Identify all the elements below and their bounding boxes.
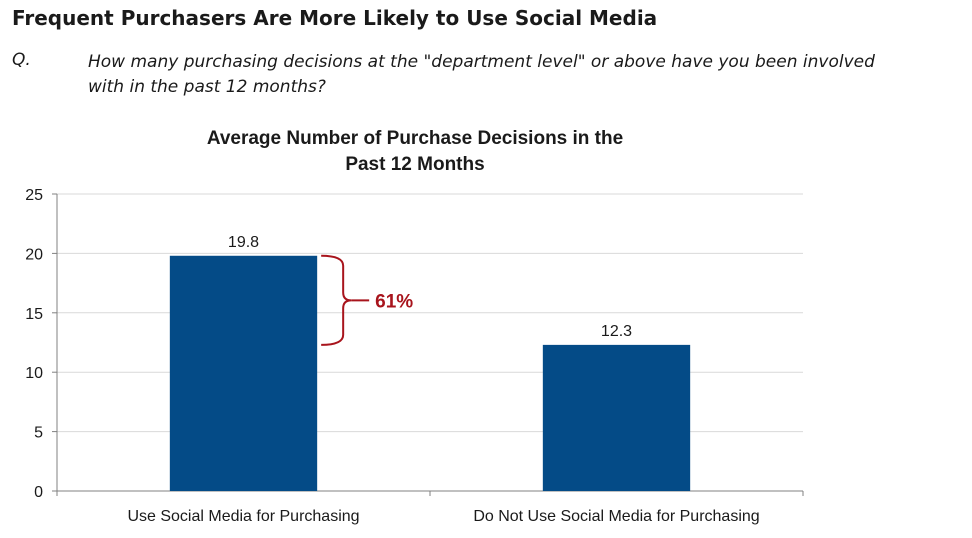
annotation-label: 61% [375, 291, 413, 312]
x-tick-label: Use Social Media for Purchasing [127, 508, 359, 525]
annotation-bracket [321, 254, 352, 346]
question-label: Q. [12, 50, 31, 70]
chart-title: Average Number of Purchase Decisions in … [140, 126, 690, 178]
chart-title-line-1: Average Number of Purchase Decisions in … [206, 128, 624, 149]
data-label: 19.8 [228, 234, 259, 251]
y-tick-label: 20 [25, 246, 43, 263]
bar [169, 255, 318, 491]
y-tick-label: 25 [25, 187, 43, 204]
question-line-2: with in the past 12 months? [88, 77, 326, 97]
slide-title: Frequent Purchasers Are More Likely to U… [12, 6, 658, 30]
bar [542, 344, 691, 491]
chart-title-line-2: Past 12 Months [345, 154, 485, 175]
y-tick-label: 5 [34, 425, 43, 442]
y-tick-label: 10 [25, 365, 43, 382]
question-line-1: How many purchasing decisions at the "de… [88, 52, 875, 72]
x-tick-label: Do Not Use Social Media for Purchasing [473, 508, 759, 525]
data-label: 12.3 [601, 323, 632, 340]
y-tick-label: 15 [25, 306, 43, 323]
question-text: How many purchasing decisions at the "de… [88, 50, 968, 100]
y-tick-label: 0 [34, 484, 43, 501]
